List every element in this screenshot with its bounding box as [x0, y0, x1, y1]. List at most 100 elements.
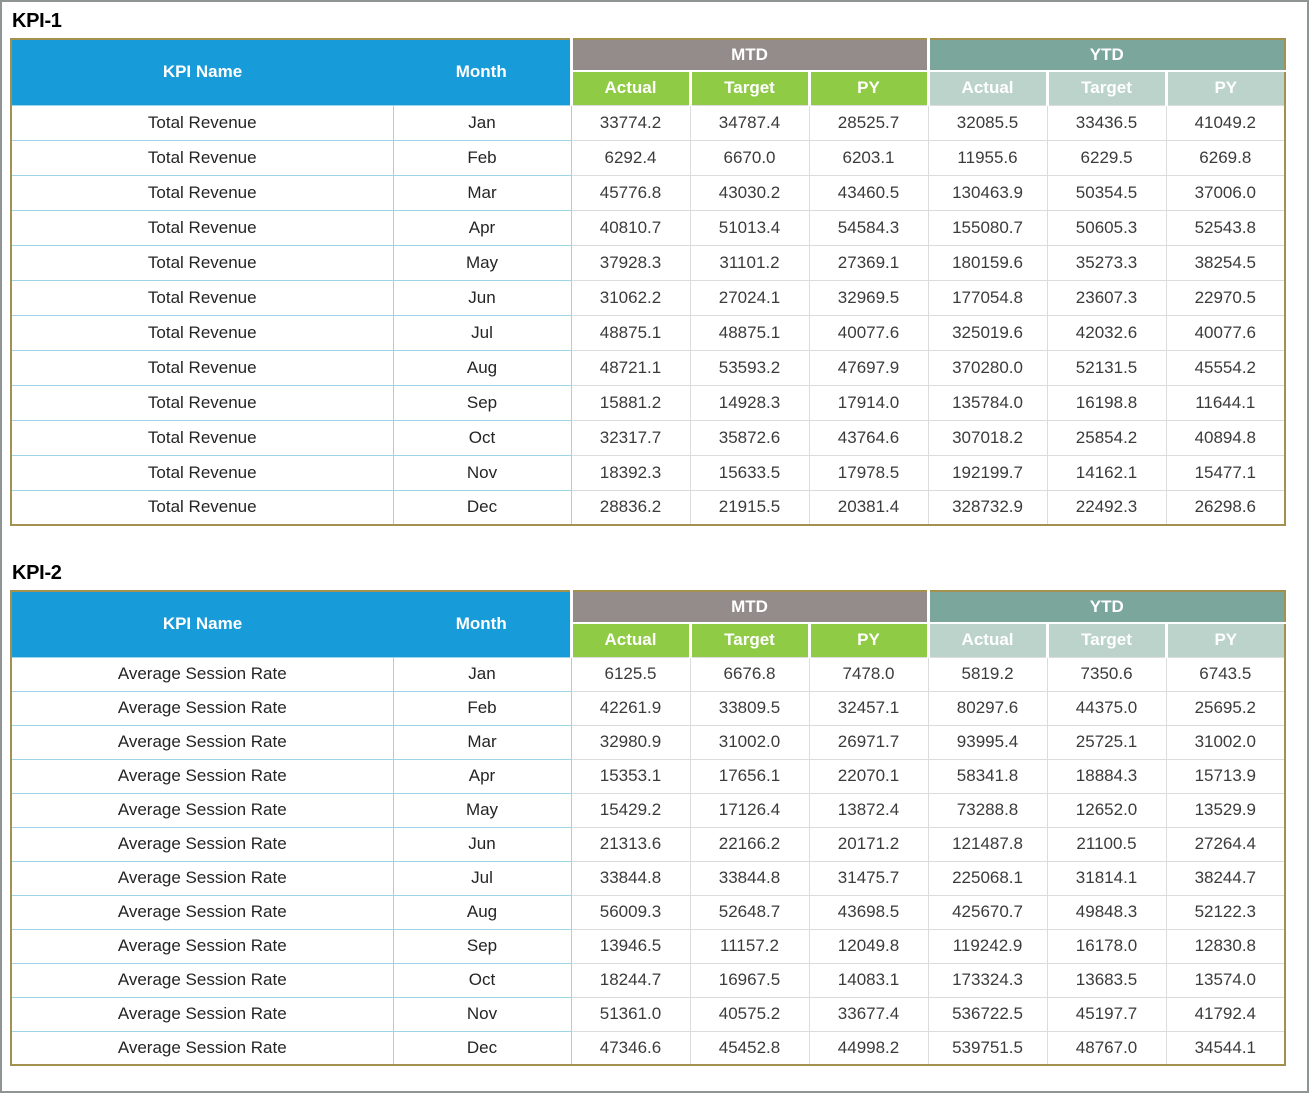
ytd-actual-cell: 155080.7 [927, 209, 1048, 246]
kpi2-title: KPI-2 [12, 562, 62, 584]
ytd-target-cell: 16198.8 [1046, 384, 1167, 421]
table-row: Average Session Rate Nov 51361.0 40575.2 336… [10, 996, 1286, 1032]
mtd-py-cell: 20171.2 [808, 826, 929, 862]
month-cell: Nov [392, 454, 572, 491]
ytd-actual-cell: 32085.5 [927, 104, 1048, 141]
ytd-actual-cell: 5819.2 [927, 656, 1048, 692]
mtd-group-header: MTD [569, 591, 929, 624]
month-cell: Apr [392, 209, 572, 246]
ytd-group-header: YTD [926, 591, 1286, 624]
mtd-py-cell: 6203.1 [808, 139, 929, 176]
mtd-target-cell: 6676.8 [689, 656, 810, 692]
ytd-target-cell: 42032.6 [1046, 314, 1167, 351]
ytd-target-cell: 22492.3 [1046, 489, 1167, 526]
month-cell: Aug [392, 349, 572, 386]
mtd-target-cell: 6670.0 [689, 139, 810, 176]
mtd-target-cell: 22166.2 [689, 826, 810, 862]
mtd-target-cell: 53593.2 [689, 349, 810, 386]
mtd-actual-cell: 56009.3 [570, 894, 691, 930]
mtd-actual-cell: 47346.6 [570, 1030, 691, 1066]
table-row: Average Session Rate Sep 13946.5 11157.2 120… [10, 928, 1286, 964]
mtd-actual-cell: 6292.4 [570, 139, 691, 176]
ytd-target-cell: 50605.3 [1046, 209, 1167, 246]
mtd-target-cell: 14928.3 [689, 384, 810, 421]
ytd-actual-cell: 328732.9 [927, 489, 1048, 526]
mtd-py-cell: 28525.7 [808, 104, 929, 141]
mtd-target-cell: 40575.2 [689, 996, 810, 1032]
ytd-py-cell: 38244.7 [1165, 860, 1286, 896]
kpi-name-cell: Total Revenue [10, 419, 394, 456]
ytd-py-cell: 31002.0 [1165, 724, 1286, 760]
ytd-target-cell: 50354.5 [1046, 174, 1167, 211]
mtd-py-cell: 7478.0 [808, 656, 929, 692]
month-cell: Nov [392, 996, 572, 1032]
kpi-name-cell: Total Revenue [10, 349, 394, 386]
table-row: Average Session Rate Jun 21313.6 22166.2 201… [10, 826, 1286, 862]
mtd-target-cell: 52648.7 [689, 894, 810, 930]
ytd-target-cell: 16178.0 [1046, 928, 1167, 964]
ytd-py-cell: 11644.1 [1165, 384, 1286, 421]
kpi-name-column-header: KPI Name [11, 591, 393, 657]
mtd-py-cell: 17978.5 [808, 454, 929, 491]
kpi-name-cell: Average Session Rate [10, 1030, 394, 1066]
ytd-actual-cell: 192199.7 [927, 454, 1048, 491]
ytd-py-cell: 41792.4 [1165, 996, 1286, 1032]
mtd-target-cell: 43030.2 [689, 174, 810, 211]
month-cell: May [392, 244, 572, 281]
mtd-actual-cell: 18244.7 [570, 962, 691, 998]
ytd-target-cell: 48767.0 [1046, 1030, 1167, 1066]
ytd-py-cell: 13529.9 [1165, 792, 1286, 828]
month-cell: Jun [392, 826, 572, 862]
ytd-py-cell: 13574.0 [1165, 962, 1286, 998]
kpi1-table: KPI Name Month MTD YTD Actual Target PY … [10, 38, 1287, 526]
ytd-actual-cell: 58341.8 [927, 758, 1048, 794]
mtd-py-cell: 27369.1 [808, 244, 929, 281]
mtd-actual-cell: 48721.1 [570, 349, 691, 386]
kpi-name-cell: Total Revenue [10, 384, 394, 421]
mtd-target-cell: 51013.4 [689, 209, 810, 246]
mtd-actual-cell: 15353.1 [570, 758, 691, 794]
table-row: Total Revenue Feb 6292.4 6670.0 6203.1 11955.… [10, 139, 1286, 176]
mtd-target-cell: 31002.0 [689, 724, 810, 760]
kpi2-table-header: KPI Name Month MTD YTD Actual Target PY … [11, 591, 1286, 657]
kpi-name-cell: Average Session Rate [10, 894, 394, 930]
table-row: Total Revenue May 37928.3 31101.2 27369.1 180… [10, 244, 1286, 281]
mtd-py-cell: 13872.4 [808, 792, 929, 828]
month-column-header: Month [393, 39, 573, 105]
table-row: Total Revenue Oct 32317.7 35872.6 43764.6 307… [10, 419, 1286, 456]
mtd-group-header: MTD [569, 39, 929, 72]
kpi-name-cell: Average Session Rate [10, 656, 394, 692]
kpi-name-cell: Total Revenue [10, 139, 394, 176]
ytd-actual-cell: 307018.2 [927, 419, 1048, 456]
table-row: Total Revenue Apr 40810.7 51013.4 54584.3 155… [10, 209, 1286, 246]
mtd-actual-cell: 32980.9 [570, 724, 691, 760]
table-row: Total Revenue Dec 28836.2 21915.5 20381.4 328… [10, 489, 1286, 526]
ytd-actual-cell: 130463.9 [927, 174, 1048, 211]
mtd-actual-header: Actual [569, 71, 690, 105]
month-cell: Feb [392, 690, 572, 726]
ytd-target-cell: 6229.5 [1046, 139, 1167, 176]
ytd-target-cell: 18884.3 [1046, 758, 1167, 794]
ytd-actual-cell: 119242.9 [927, 928, 1048, 964]
mtd-py-cell: 26971.7 [808, 724, 929, 760]
ytd-py-cell: 40077.6 [1165, 314, 1286, 351]
table-row: Average Session Rate May 15429.2 17126.4 138… [10, 792, 1286, 828]
mtd-actual-cell: 18392.3 [570, 454, 691, 491]
kpi-name-cell: Average Session Rate [10, 826, 394, 862]
mtd-py-cell: 32969.5 [808, 279, 929, 316]
ytd-py-cell: 25695.2 [1165, 690, 1286, 726]
ytd-group-header: YTD [926, 39, 1286, 72]
ytd-target-cell: 7350.6 [1046, 656, 1167, 692]
mtd-py-cell: 54584.3 [808, 209, 929, 246]
mtd-py-cell: 47697.9 [808, 349, 929, 386]
kpi1-table-header: KPI Name Month MTD YTD Actual Target PY … [11, 39, 1286, 105]
mtd-target-cell: 34787.4 [689, 104, 810, 141]
month-cell: Apr [392, 758, 572, 794]
ytd-actual-cell: 135784.0 [927, 384, 1048, 421]
table-row: Total Revenue Jul 48875.1 48875.1 40077.6 325… [10, 314, 1286, 351]
ytd-target-cell: 45197.7 [1046, 996, 1167, 1032]
mtd-py-header: PY [807, 71, 929, 105]
ytd-target-cell: 12652.0 [1046, 792, 1167, 828]
mtd-target-cell: 11157.2 [689, 928, 810, 964]
kpi-name-cell: Total Revenue [10, 489, 394, 526]
